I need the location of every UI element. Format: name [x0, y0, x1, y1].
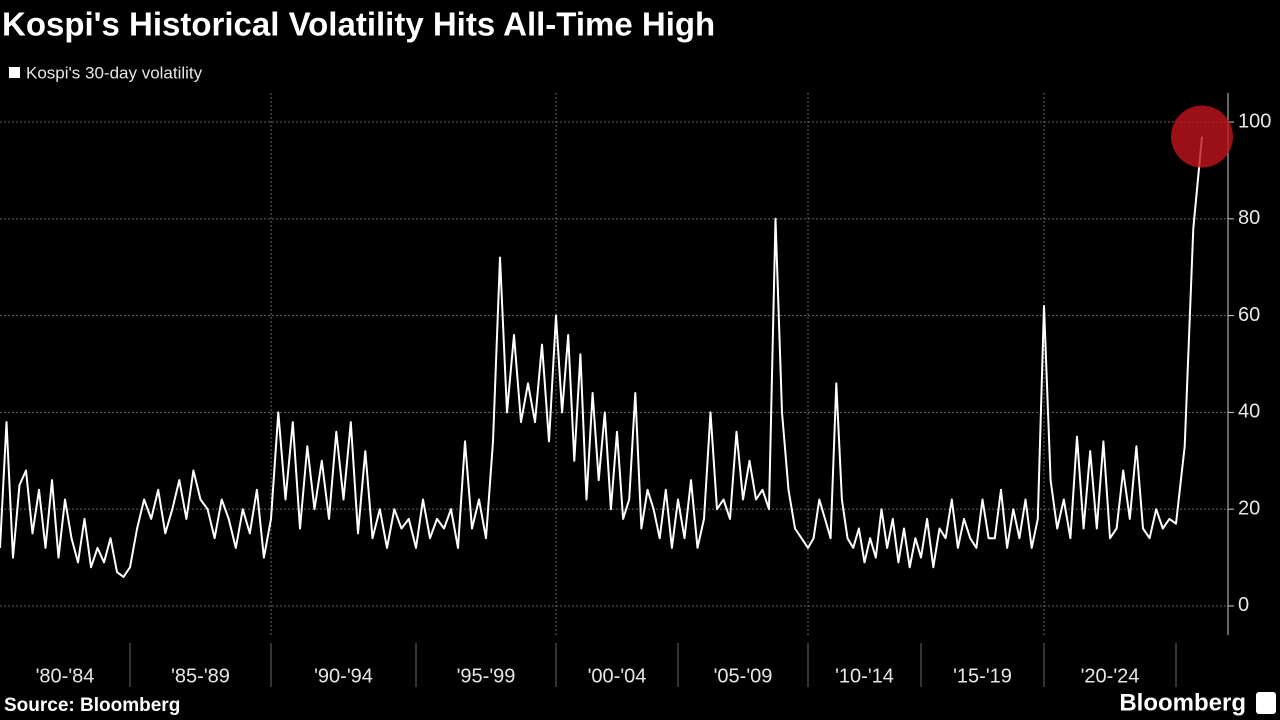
y-tick-label: 0 [1238, 594, 1249, 616]
y-tick-label: 20 [1238, 497, 1260, 519]
x-tick-label: '80-'84 [36, 665, 95, 687]
y-tick-label: 100 [1238, 110, 1271, 132]
y-tick-label: 40 [1238, 401, 1260, 423]
x-tick-label: '00-'04 [588, 665, 647, 687]
legend-label: Kospi's 30-day volatility [26, 63, 203, 82]
source: Source: Bloomberg [4, 695, 180, 716]
brand-icon [1256, 692, 1276, 714]
x-tick-label: '10-'14 [835, 665, 894, 687]
brand: Bloomberg [1119, 689, 1246, 716]
legend-swatch [9, 67, 20, 78]
x-tick-label: '15-'19 [953, 665, 1012, 687]
chart-title: Kospi's Historical Volatility Hits All-T… [2, 6, 715, 43]
y-tick-label: 60 [1238, 304, 1260, 326]
x-tick-label: '05-'09 [714, 665, 773, 687]
line [0, 136, 1203, 578]
x-tick-label: '95-'99 [457, 665, 516, 687]
y-tick-label: 80 [1238, 207, 1260, 229]
x-tick-label: '85-'89 [171, 665, 230, 687]
highlight [1171, 105, 1233, 168]
x-tick-label: '90-'94 [314, 665, 373, 687]
x-tick-label: '20-'24 [1081, 665, 1140, 687]
